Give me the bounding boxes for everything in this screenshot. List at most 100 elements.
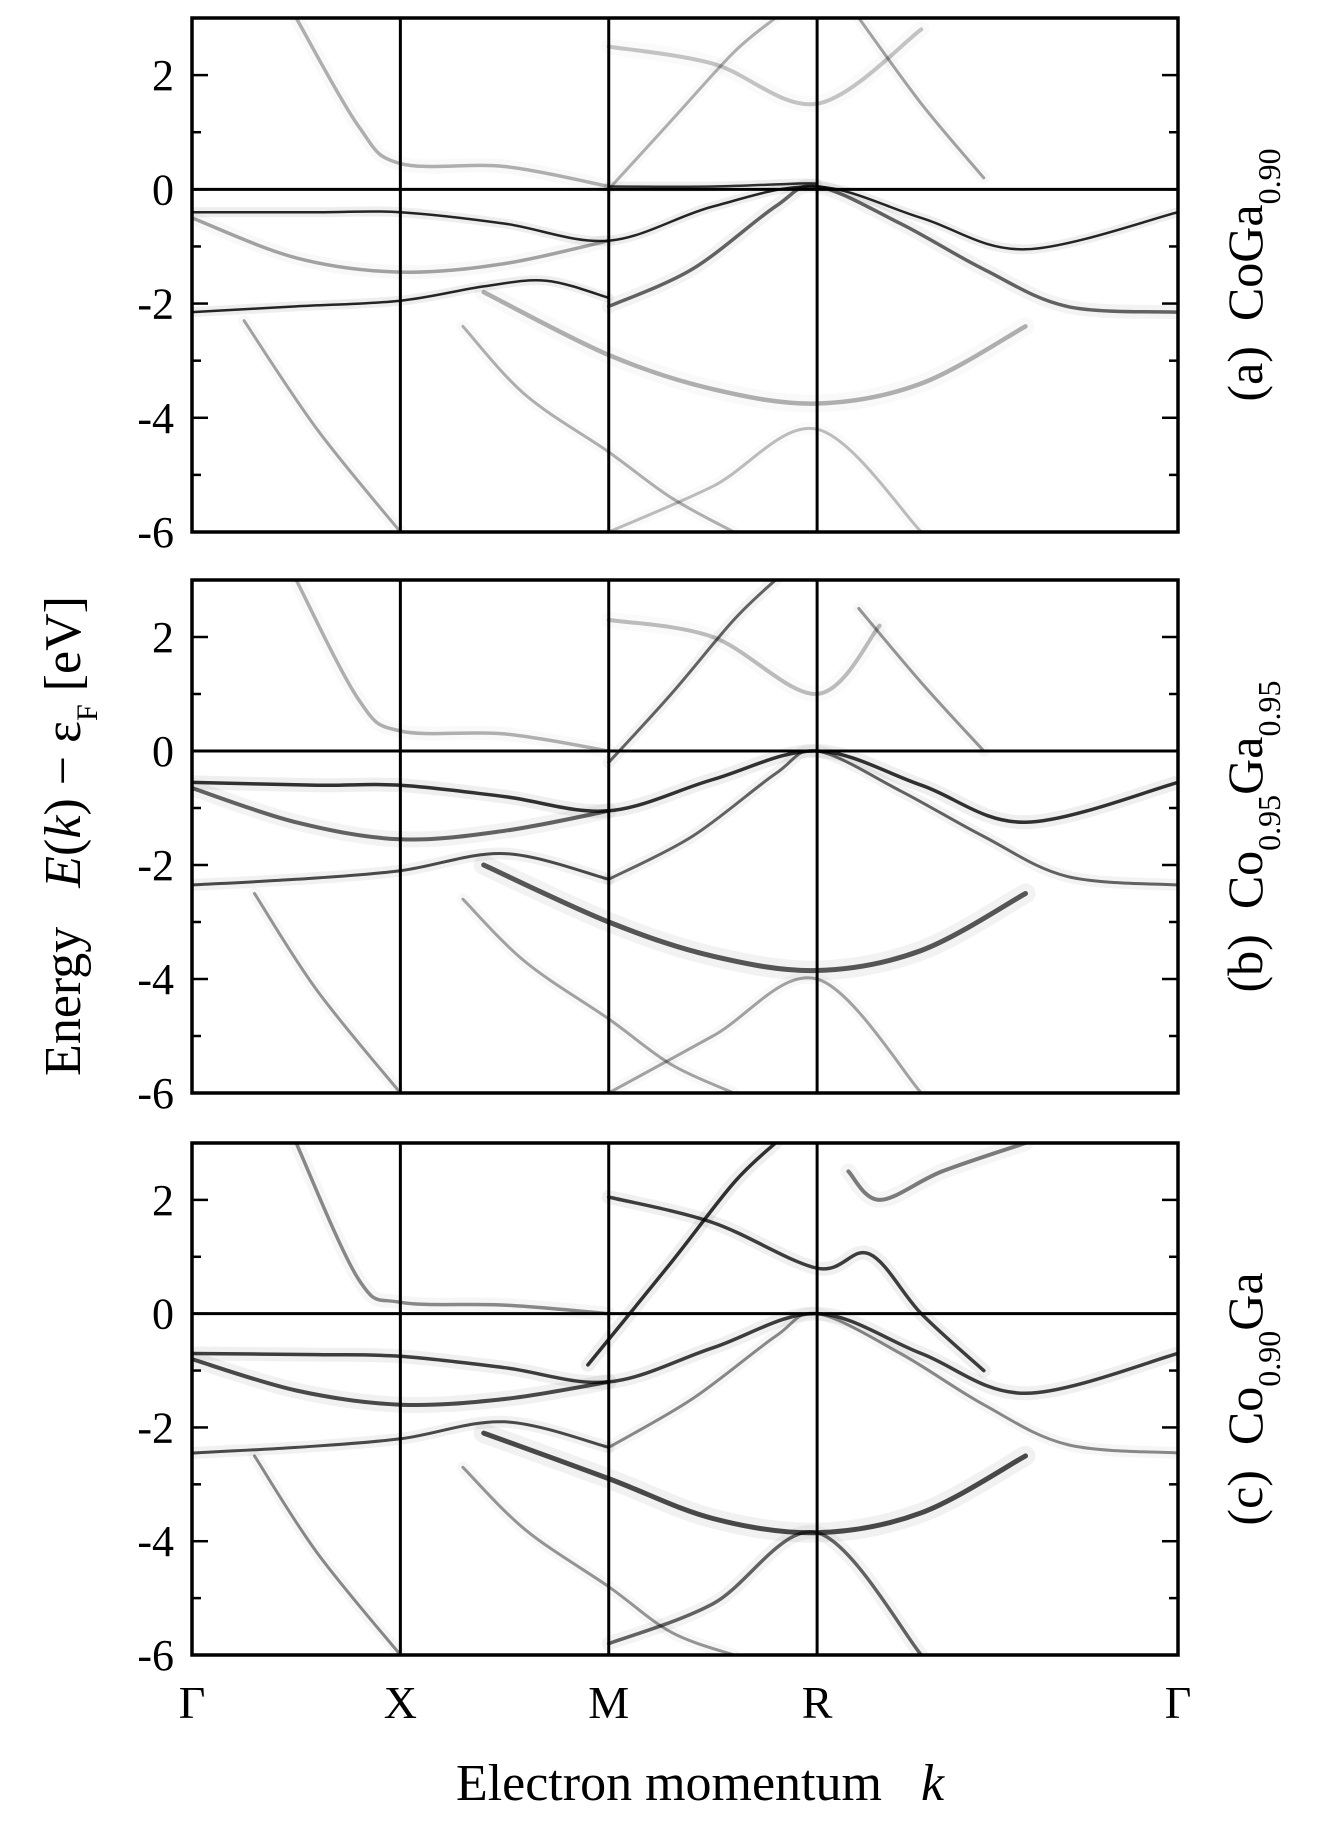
kpoint-label-2: M xyxy=(588,1677,629,1728)
panel-tag: (c) xyxy=(1217,1445,1273,1526)
kpoint-label-0: Γ xyxy=(179,1677,206,1728)
bands xyxy=(192,580,1178,1093)
y-tick-label: -4 xyxy=(137,955,174,1004)
band-halo-1 xyxy=(192,181,1178,255)
material-part: CoGa xyxy=(1217,204,1273,321)
panel-tag: (b) xyxy=(1217,909,1273,992)
y-axis-label-paren: ( xyxy=(35,839,92,856)
y-axis-label: Energy E(k) − εF [eV] xyxy=(35,596,104,1076)
band-12 xyxy=(461,324,736,532)
band-halo-10 xyxy=(255,894,401,1094)
band-5 xyxy=(607,749,1178,887)
y-tick-label: 2 xyxy=(152,51,174,100)
y-axis-label-eps: ε xyxy=(35,721,92,743)
band-halo-11 xyxy=(244,321,400,532)
plot-frame xyxy=(190,16,1180,534)
panel-label: (c) Co0.90Ga xyxy=(1217,1272,1287,1525)
band-halo-7 xyxy=(484,292,1026,403)
material-part: Ga xyxy=(1217,737,1273,795)
y-tick-label: 2 xyxy=(152,1176,174,1225)
material-subscript: 0.90 xyxy=(1251,1331,1287,1387)
y-axis-label-unit: [eV] xyxy=(35,596,92,704)
band-11 xyxy=(461,897,736,1093)
kpoint-label-4: Γ xyxy=(1165,1677,1192,1728)
y-tick-label: 2 xyxy=(152,613,174,662)
bands xyxy=(192,1143,1178,1655)
band-1 xyxy=(192,185,1178,251)
kpoint-label-3: R xyxy=(802,1677,833,1728)
plot-frame xyxy=(190,578,1180,1095)
band-8 xyxy=(606,1195,986,1373)
y-axis-label-func: E xyxy=(35,856,92,889)
band-6 xyxy=(481,862,1028,974)
y-axis-label-prefix: Energy xyxy=(35,888,92,1076)
band-11 xyxy=(242,319,402,532)
band-halo-4 xyxy=(296,1143,609,1314)
material-subscript: 0.95 xyxy=(1251,681,1287,737)
material-part: Co xyxy=(1217,851,1273,909)
y-tick-label: -4 xyxy=(137,1517,174,1566)
y-tick-label: 0 xyxy=(152,727,174,776)
band-10 xyxy=(253,1454,402,1655)
band-1 xyxy=(192,749,1178,825)
y-tick-label: 0 xyxy=(152,165,174,214)
band-8 xyxy=(857,607,986,753)
y-axis-label-arg: k xyxy=(35,815,92,839)
band-5 xyxy=(607,1311,1178,1455)
material-subscript: 0.95 xyxy=(1251,795,1287,851)
band-4 xyxy=(294,1143,611,1316)
y-tick-label: -6 xyxy=(137,1069,174,1118)
kpoint-label-1: X xyxy=(384,1677,417,1728)
y-tick-label: -2 xyxy=(137,280,174,329)
band-9 xyxy=(857,18,986,180)
bands xyxy=(192,18,1178,532)
panel-a: 2 0 -2 -4 -6 (a) CoGa0.90 xyxy=(137,16,1287,557)
band-6 xyxy=(481,1430,1028,1536)
panel-tag: (a) xyxy=(1217,321,1273,402)
plot-frame xyxy=(190,1141,1180,1657)
panel-label: (b) Co0.95Ga0.95 xyxy=(1217,681,1287,993)
x-axis-label-var: k xyxy=(921,1755,945,1812)
band-7 xyxy=(586,1143,778,1367)
band-9 xyxy=(606,617,882,697)
band-3 xyxy=(192,279,610,314)
band-halo-6 xyxy=(473,1423,1036,1543)
band-halo-12 xyxy=(609,978,922,1093)
y-tick-label: -2 xyxy=(137,1403,174,1452)
band-10 xyxy=(253,892,402,1093)
x-axis-label: Electron momentum k xyxy=(456,1755,945,1812)
y-tick-label: -6 xyxy=(137,508,174,557)
material-part: Co xyxy=(1217,1387,1273,1445)
band-6 xyxy=(606,184,1178,314)
panel-c: 2 0 -2 -4 -6 (c) Co0.90Ga xyxy=(137,1141,1287,1680)
y-tick-label: -6 xyxy=(137,1631,174,1680)
y-tick-label: -4 xyxy=(137,394,174,443)
band-10 xyxy=(606,27,924,107)
band-halo-11 xyxy=(463,1467,734,1655)
x-axis-label-text: Electron momentum xyxy=(456,1755,921,1812)
band-8 xyxy=(607,18,777,191)
band-13 xyxy=(607,426,923,532)
y-axis-label-minus: ) − xyxy=(35,743,92,816)
y-tick-label: 0 xyxy=(152,1290,174,1339)
band-12 xyxy=(607,976,923,1093)
band-1 xyxy=(192,1311,1178,1396)
band-halo-12 xyxy=(601,1524,929,1655)
material-subscript: 0.90 xyxy=(1251,148,1287,204)
band-5 xyxy=(607,182,819,188)
band-7 xyxy=(481,289,1028,406)
band-halo-8 xyxy=(601,1190,991,1378)
band-7 xyxy=(607,580,777,764)
panel-label: (a) CoGa0.90 xyxy=(1217,148,1287,401)
y-axis-label-eps-sub: F xyxy=(71,704,104,721)
material-part: Ga xyxy=(1217,1272,1273,1330)
band-halo-6 xyxy=(473,855,1036,981)
band-halo-10 xyxy=(255,1456,401,1655)
panel-b: 20-2-4-6(b) Co0.95Ga0.95 xyxy=(137,578,1287,1118)
band-9 xyxy=(846,1143,1028,1202)
y-tick-label: -2 xyxy=(137,841,174,890)
band-11 xyxy=(461,1465,736,1655)
band-halo-4 xyxy=(296,580,609,751)
